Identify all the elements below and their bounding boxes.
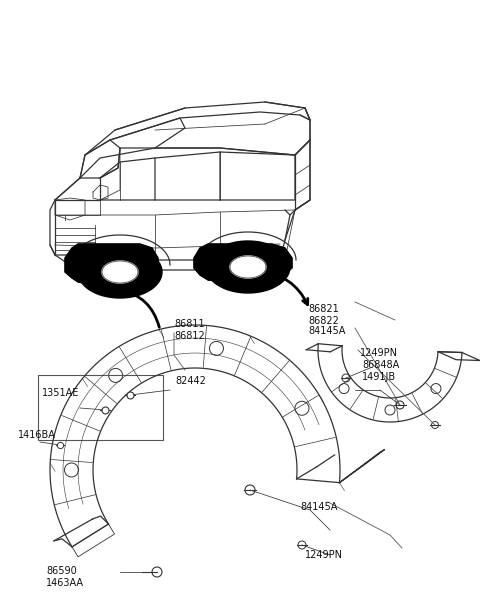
Polygon shape <box>230 256 266 278</box>
Text: 1416BA: 1416BA <box>18 430 56 440</box>
Text: 86590
1463AA: 86590 1463AA <box>46 566 84 589</box>
Circle shape <box>396 401 404 409</box>
Text: 82442: 82442 <box>175 376 206 386</box>
Text: 1249PN: 1249PN <box>360 348 398 358</box>
Bar <box>38 375 163 440</box>
Text: 84145A: 84145A <box>300 502 337 512</box>
Polygon shape <box>206 241 290 293</box>
Text: 84145A: 84145A <box>308 326 346 336</box>
Circle shape <box>342 374 350 382</box>
Text: 1249PN: 1249PN <box>305 550 343 560</box>
Circle shape <box>432 421 439 429</box>
Polygon shape <box>78 246 162 298</box>
Polygon shape <box>65 244 158 284</box>
Polygon shape <box>102 261 138 283</box>
Circle shape <box>245 485 255 495</box>
Text: 86811
86812: 86811 86812 <box>174 319 205 342</box>
Circle shape <box>298 541 306 549</box>
Polygon shape <box>194 244 292 282</box>
Text: 86848A
1491JB: 86848A 1491JB <box>362 360 399 382</box>
Text: 86821
86822: 86821 86822 <box>308 304 339 326</box>
Text: 1351AE: 1351AE <box>42 388 79 398</box>
Circle shape <box>152 567 162 577</box>
